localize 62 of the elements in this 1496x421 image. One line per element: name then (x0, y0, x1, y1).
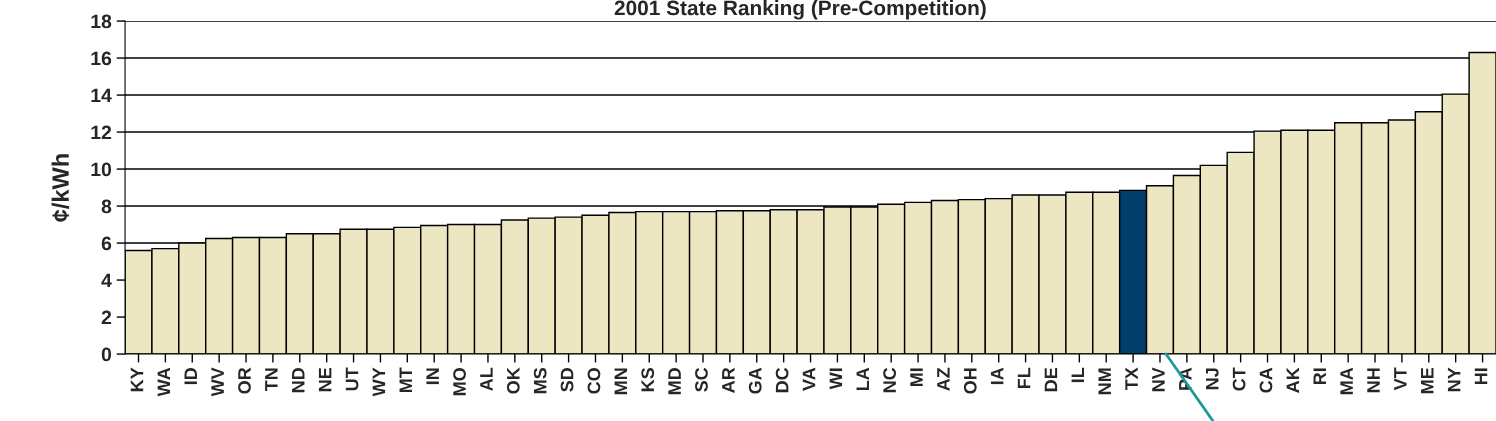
x-tick-label: IA (990, 367, 1004, 385)
x-tick-label: TN (265, 368, 278, 392)
x-tick-label: WV (211, 367, 224, 397)
x-tick-label: WY (372, 367, 386, 397)
x-tick-label: KS (641, 367, 655, 392)
x-tick-label: NY (1447, 367, 1461, 392)
y-tick-label: 14 (91, 88, 112, 103)
x-tick-label: HI (1474, 368, 1488, 385)
x-tick-label: OH (963, 368, 977, 394)
x-tick-label: MI (910, 368, 923, 387)
x-tick-label: WI (829, 368, 843, 390)
x-tick-label: ND (292, 368, 305, 393)
x-tick-label: NH (1367, 368, 1380, 393)
x-tick-label: AR (722, 367, 735, 393)
y-tick-label: 2 (101, 310, 112, 325)
x-tick-label: NV (1152, 367, 1165, 392)
x-tick-label: FL (1017, 367, 1031, 389)
x-tick-label: WA (157, 367, 171, 397)
x-tick-label: NJ (1206, 368, 1219, 390)
x-tick-label: TX (1125, 367, 1138, 391)
x-tick-label: DC (775, 367, 789, 393)
x-tick-label: MN (614, 368, 628, 395)
x-tick-label: IN (426, 368, 439, 385)
x-tick-label: DE (1044, 367, 1058, 392)
x-tick-label: AK (1286, 367, 1300, 393)
x-tick-label: IL (1071, 367, 1085, 383)
x-tick-label: CA (1259, 367, 1273, 393)
x-tick-label: MO (453, 368, 466, 396)
x-tick-label: MA (1340, 367, 1353, 395)
x-tick-label: OR (238, 367, 251, 394)
x-tick-label: ID (184, 368, 197, 385)
chart-title: 2001 State Ranking (Pre-Competition) (614, 0, 986, 20)
x-tick-label: RI (1313, 368, 1326, 385)
x-tick-label: LA (856, 367, 869, 391)
x-tick-label: CO (587, 368, 601, 394)
y-tick-label: 4 (101, 273, 112, 288)
x-tick-label: AZ (937, 367, 950, 391)
x-tick-label: NE (318, 367, 332, 392)
x-tick-label: ME (1421, 367, 1434, 394)
y-tick-label: 0 (101, 347, 112, 362)
y-axis-title: ¢/kWh (51, 154, 70, 222)
x-tick-label: AL (480, 367, 493, 391)
x-tick-label: CT (1232, 367, 1246, 391)
y-tick-label: 16 (91, 51, 112, 66)
y-tick-label: 18 (91, 14, 112, 29)
x-tick-label: OK (506, 367, 520, 394)
y-tick-label: 8 (101, 199, 112, 214)
y-tick-label: 6 (101, 236, 112, 251)
y-tick-label: 12 (91, 125, 112, 140)
x-tick-label: NC (883, 367, 897, 393)
x-tick-label: MT (399, 367, 412, 393)
x-tick-label: NM (1098, 368, 1111, 395)
x-tick-label: UT (345, 367, 359, 391)
x-tick-label: SD (560, 368, 574, 392)
x-tick-label: GA (748, 367, 762, 394)
x-tick-label: SC (695, 367, 708, 392)
y-tick-label: 10 (91, 162, 112, 177)
x-tick-label: KY (130, 367, 144, 392)
x-tick-label: VT (1394, 367, 1407, 391)
x-tick-label: VA (802, 367, 816, 391)
x-tick-label: MD (668, 368, 681, 395)
x-tick-label: MS (533, 367, 547, 394)
